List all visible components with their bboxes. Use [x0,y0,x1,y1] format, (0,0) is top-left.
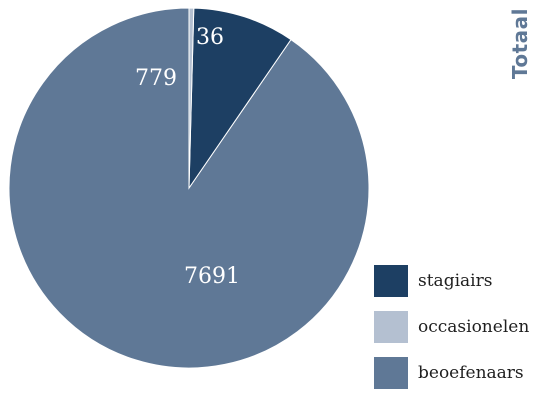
legend-item-occasionelen: occasionelen [374,304,529,350]
legend: stagiairs occasionelen beoefenaars [374,258,529,396]
pie-slices [8,7,370,369]
chart-title: Totaal [508,8,532,80]
slice-label-stagiairs: 779 [135,66,177,91]
slice-label-occasionelen: 36 [196,25,224,50]
legend-swatch-beoefenaars [374,357,408,389]
legend-item-beoefenaars: beoefenaars [374,350,529,396]
legend-label-occasionelen: occasionelen [418,317,530,337]
pie-slice-stagiairs [188,7,292,190]
pie-slice-labels: 7691 779 36 [135,25,240,289]
legend-swatch-occasionelen [374,311,408,343]
legend-label-stagiairs: stagiairs [418,271,493,291]
slice-label-beoefenaars: 7691 [184,264,240,289]
legend-item-stagiairs: stagiairs [374,258,529,304]
pie-slice-occasionelen [188,7,195,189]
legend-label-beoefenaars: beoefenaars [418,363,524,383]
legend-swatch-stagiairs [374,265,408,297]
pie-chart: 7691 779 36 [8,7,370,369]
